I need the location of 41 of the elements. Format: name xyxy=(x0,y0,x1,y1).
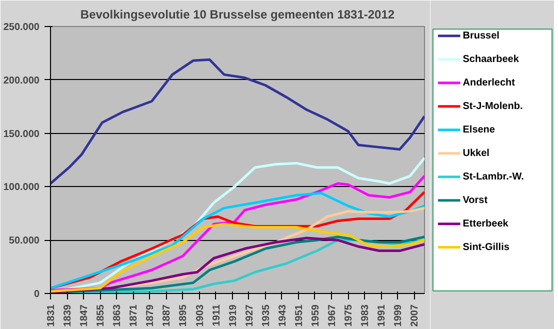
y-tick-label: 0 xyxy=(34,289,40,300)
x-tick-label: 1959 xyxy=(310,304,322,327)
x-tick-label: 1831 xyxy=(46,304,57,327)
x-tick-label: 1991 xyxy=(376,304,388,327)
x-tick-label: 1871 xyxy=(128,304,140,327)
x-tick-label: 1967 xyxy=(327,304,338,327)
legend-label: Anderlecht xyxy=(462,77,516,88)
legend-label: Vorst xyxy=(462,194,488,206)
x-tick-label: 1895 xyxy=(178,304,190,327)
legend-label: Schaarbeek xyxy=(462,54,520,65)
y-tick-label: 150.000 xyxy=(3,128,40,140)
chart-title: Bevolkingsevolutie 10 Brusselse gemeenten 1831-2012 xyxy=(80,8,395,22)
line-series xyxy=(50,58,424,185)
x-tick-label: 1927 xyxy=(244,304,256,327)
legend-label: Brussel xyxy=(462,30,500,42)
x-tick-label: 1935 xyxy=(260,304,272,327)
y-tick-label: 50.000 xyxy=(8,236,40,247)
x-tick-label: 1999 xyxy=(393,304,404,327)
y-tick-label: 250.000 xyxy=(3,22,40,33)
legend-label: St-J-Molenb. xyxy=(462,100,523,112)
x-tick-label: 1847 xyxy=(79,304,90,327)
x-tick-label: 1863 xyxy=(112,304,124,327)
x-tick-label: 1855 xyxy=(96,304,107,327)
x-tick-label: 1903 xyxy=(194,304,206,327)
legend-label: Elsene xyxy=(462,124,496,136)
legend-label: Ukkel xyxy=(462,148,490,159)
x-tick-label: 1983 xyxy=(360,304,372,327)
legend-label: Etterbeek xyxy=(462,218,509,230)
x-tick-label: 1975 xyxy=(344,304,355,327)
legend-label: St-Lambr.-W. xyxy=(462,171,524,182)
y-tick-label: 200.000 xyxy=(3,75,40,86)
x-tick-label: 1839 xyxy=(62,304,74,327)
x-tick-label: 1887 xyxy=(162,304,173,327)
y-tick-label: 100.000 xyxy=(3,182,40,194)
x-tick-label: 1943 xyxy=(277,304,288,327)
legend-label: Sint-Gillis xyxy=(462,242,510,253)
x-tick-label: 2007 xyxy=(410,304,421,327)
x-tick-label: 1879 xyxy=(145,304,156,327)
x-tick-label: 1951 xyxy=(294,304,305,327)
x-tick-label: 1919 xyxy=(228,304,239,327)
x-tick-label: 1911 xyxy=(211,304,222,326)
